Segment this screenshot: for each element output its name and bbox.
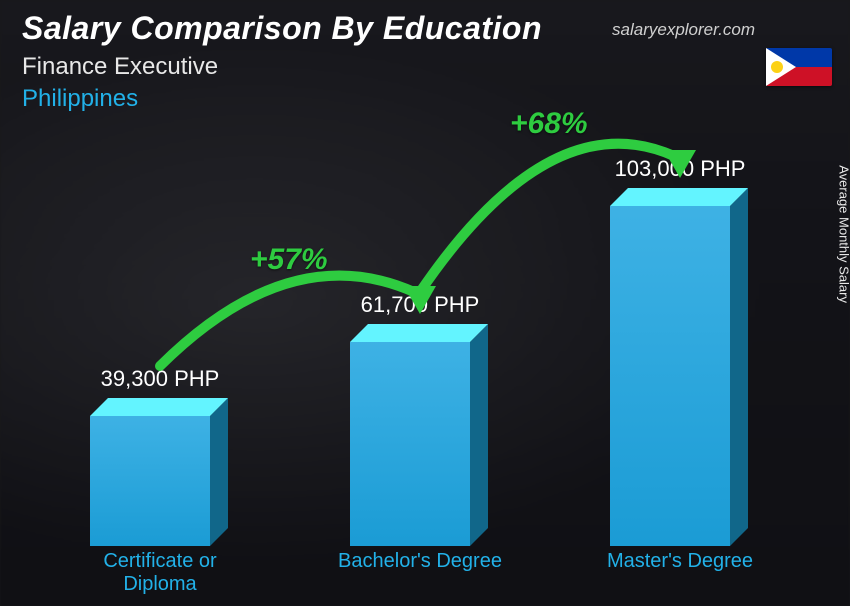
chart-subtitle: Finance Executive: [22, 53, 828, 81]
bar-group: 103,000 PHPMaster's Degree: [610, 206, 750, 546]
bar-front: [90, 416, 210, 546]
philippines-flag-icon: [766, 48, 832, 86]
chart-country: Philippines: [22, 85, 828, 113]
bar-side: [730, 188, 748, 546]
bar-side: [470, 324, 488, 546]
bar-group: 61,700 PHPBachelor's Degree: [350, 342, 490, 546]
watermark: salaryexplorer.com: [612, 20, 755, 40]
bar-category-label: Certificate or Diploma: [65, 550, 255, 596]
bar-top: [90, 398, 228, 416]
bar-top: [610, 188, 748, 206]
bar-value-label: 103,000 PHP: [580, 156, 780, 182]
percent-increase-label: +57%: [250, 243, 328, 277]
bar-front: [610, 206, 730, 546]
bar-side: [210, 398, 228, 546]
bar-category-label: Bachelor's Degree: [325, 550, 515, 573]
flag-sun-icon: [771, 61, 783, 73]
bar-chart: 39,300 PHPCertificate or Diploma61,700 P…: [50, 114, 790, 594]
bar-top: [350, 324, 488, 342]
bar-value-label: 61,700 PHP: [320, 292, 520, 318]
percent-increase-label: +68%: [510, 107, 588, 141]
bar-front: [350, 342, 470, 546]
y-axis-label: Average Monthly Salary: [837, 165, 850, 303]
bar-value-label: 39,300 PHP: [60, 366, 260, 392]
bar-group: 39,300 PHPCertificate or Diploma: [90, 416, 230, 546]
bar-category-label: Master's Degree: [585, 550, 775, 573]
